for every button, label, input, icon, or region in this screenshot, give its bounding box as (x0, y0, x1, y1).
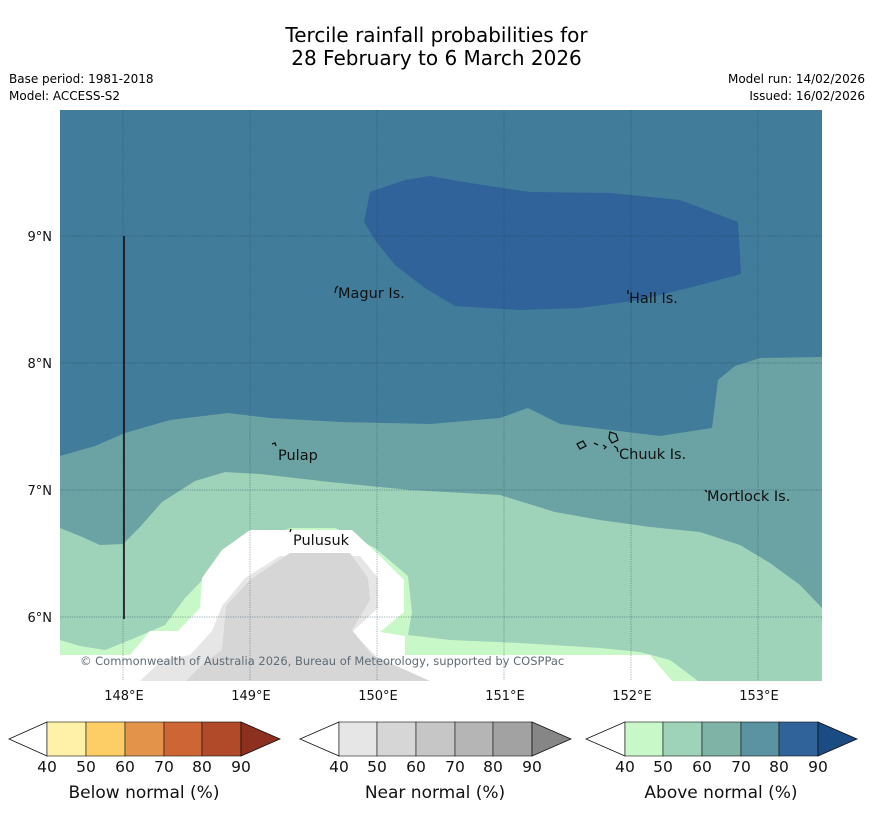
legend-below-min-arrow (8, 721, 48, 757)
legend-above-tick-50: 50 (653, 758, 673, 776)
legend-above-tick-90: 90 (808, 758, 828, 776)
legend-below-normal: 40 50 60 70 80 90 Below normal (%) (8, 721, 282, 803)
issued-date: Issued: 16/02/2026 (749, 89, 865, 103)
lon-tick-151E: 151°E (485, 689, 525, 704)
meta-right: Model run: 14/02/2026 Issued: 16/02/2026 (728, 71, 865, 105)
lon-tick-148E: 148°E (104, 689, 144, 704)
lon-tick-152E: 152°E (612, 689, 652, 704)
lat-tick-9N: 9°N (28, 230, 53, 245)
legend-near-swatch-5 (492, 721, 533, 757)
legend-near-tick-90: 90 (522, 758, 542, 776)
lon-tick-150E: 150°E (358, 689, 398, 704)
lon-tick-153E: 153°E (739, 689, 779, 704)
legend-above-tick-60: 60 (692, 758, 712, 776)
legend-below-swatch-5 (201, 721, 242, 757)
legend-above-tick-70: 70 (731, 758, 751, 776)
place-hall: Hall Is. (629, 291, 678, 307)
place-magur: Magur Is. (338, 286, 405, 302)
legend-below-swatch-2 (85, 721, 126, 757)
legend-above-title: Above normal (%) (644, 783, 797, 803)
lon-tick-149E: 149°E (231, 689, 271, 704)
legend-near-tick-60: 60 (406, 758, 426, 776)
legend-below-swatch-4 (163, 721, 203, 757)
place-pulusuk: Pulusuk (293, 533, 350, 549)
legend-above-swatch-2 (662, 721, 703, 757)
lat-tick-6N: 6°N (28, 611, 53, 626)
legend-below-tick-90: 90 (231, 758, 251, 776)
legend-below-tick-60: 60 (115, 758, 135, 776)
legend-above-swatch-5 (778, 721, 819, 757)
island-marks (271, 285, 708, 533)
legend-near-title: Near normal (%) (365, 783, 505, 803)
legend-below-tick-80: 80 (192, 758, 212, 776)
legend-above-swatch-1 (624, 721, 664, 757)
legend-below-max-arrow (240, 721, 282, 757)
legend-above-tick-80: 80 (769, 758, 789, 776)
legend-near-tick-70: 70 (445, 758, 465, 776)
legend-below-swatch-1 (46, 721, 87, 757)
region-above-80 (364, 176, 741, 310)
copyright-notice: © Commonwealth of Australia 2026, Bureau… (80, 654, 564, 668)
lat-tick-7N: 7°N (28, 484, 53, 499)
title-line-1: Tercile rainfall probabilities for (285, 23, 588, 47)
legend-near-normal: 40 50 60 70 80 90 Near normal (%) (298, 721, 573, 803)
legend-near-tick-40: 40 (329, 758, 349, 776)
legend-near-swatch-1 (338, 721, 378, 757)
model-run: Model run: 14/02/2026 (727, 72, 865, 86)
place-mortlock: Mortlock Is. (707, 489, 790, 505)
place-pulap: Pulap (278, 448, 318, 464)
legend-near-swatch-3 (415, 721, 456, 757)
legend-near-tick-80: 80 (483, 758, 503, 776)
lat-axis: 9°N 8°N 7°N 6°N (28, 230, 53, 626)
model-name: Model: ACCESS-S2 (9, 89, 121, 103)
legend-near-min-arrow (298, 721, 340, 757)
legend-above-max-arrow (817, 721, 859, 757)
legend-below-title: Below normal (%) (69, 783, 220, 803)
legend-near-max-arrow (531, 721, 573, 757)
legend-near-tick-50: 50 (367, 758, 387, 776)
base-period: Base period: 1981-2018 (9, 72, 154, 86)
legend-above-swatch-4 (740, 721, 780, 757)
lat-tick-8N: 8°N (28, 357, 53, 372)
legend-below-tick-70: 70 (154, 758, 174, 776)
lon-axis: 148°E 149°E 150°E 151°E 152°E 153°E (104, 689, 779, 704)
legend-below-tick-50: 50 (76, 758, 96, 776)
legend-near-swatch-2 (376, 721, 417, 757)
place-chuuk: Chuuk Is. (619, 447, 686, 463)
lon-gridlines (122, 110, 759, 681)
legend-below-tick-40: 40 (37, 758, 57, 776)
legend-near-swatch-4 (454, 721, 494, 757)
legend-below-swatch-3 (124, 721, 165, 757)
legend-above-min-arrow (584, 721, 626, 757)
title-line-2: 28 February to 6 March 2026 (291, 46, 582, 70)
map-panel: Magur Is. Hall Is. Pulap Chuuk Is. Mortl… (60, 110, 822, 681)
legend-above-tick-40: 40 (615, 758, 635, 776)
legend-above-swatch-3 (701, 721, 742, 757)
legend-above-normal: 40 50 60 70 80 90 Above normal (%) (584, 721, 859, 803)
meta-left: Base period: 1981-2018 Model: ACCESS-S2 (9, 71, 154, 105)
